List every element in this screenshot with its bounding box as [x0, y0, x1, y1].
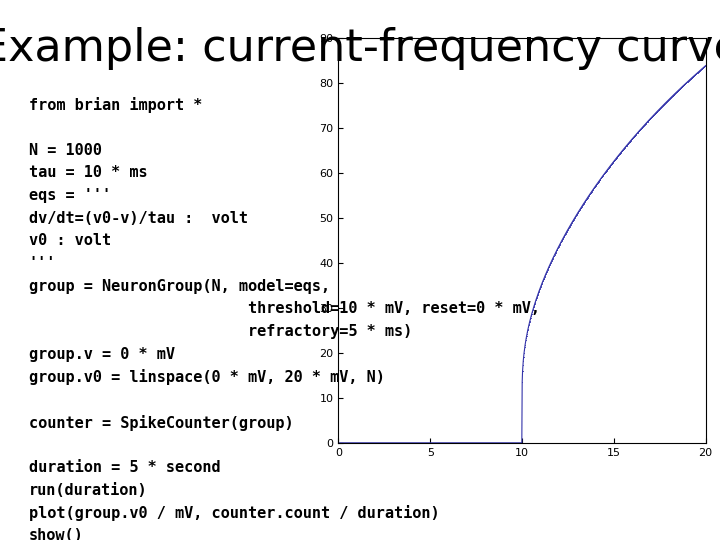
- Text: show(): show(): [29, 528, 84, 540]
- Text: eqs = ''': eqs = ''': [29, 188, 111, 203]
- Text: Example: current-frequency curve: Example: current-frequency curve: [0, 27, 720, 70]
- Text: group = NeuronGroup(N, model=eqs,: group = NeuronGroup(N, model=eqs,: [29, 279, 330, 294]
- Text: ''': ''': [29, 256, 56, 271]
- Text: threshold=10 * mV, reset=0 * mV,: threshold=10 * mV, reset=0 * mV,: [29, 301, 540, 316]
- Text: counter = SpikeCounter(group): counter = SpikeCounter(group): [29, 415, 294, 431]
- Text: duration = 5 * second: duration = 5 * second: [29, 460, 220, 475]
- Text: from brian import *: from brian import *: [29, 97, 202, 113]
- Text: dv/dt=(v0-v)/tau :  volt: dv/dt=(v0-v)/tau : volt: [29, 211, 248, 226]
- Text: v0 : volt: v0 : volt: [29, 233, 111, 248]
- Text: run(duration): run(duration): [29, 483, 148, 498]
- Text: N = 1000: N = 1000: [29, 143, 102, 158]
- Text: refractory=5 * ms): refractory=5 * ms): [29, 324, 412, 339]
- Text: group.v = 0 * mV: group.v = 0 * mV: [29, 347, 175, 362]
- Text: tau = 10 * ms: tau = 10 * ms: [29, 165, 148, 180]
- Text: group.v0 = linspace(0 * mV, 20 * mV, N): group.v0 = linspace(0 * mV, 20 * mV, N): [29, 369, 384, 386]
- Text: plot(group.v0 / mV, counter.count / duration): plot(group.v0 / mV, counter.count / dura…: [29, 505, 439, 522]
